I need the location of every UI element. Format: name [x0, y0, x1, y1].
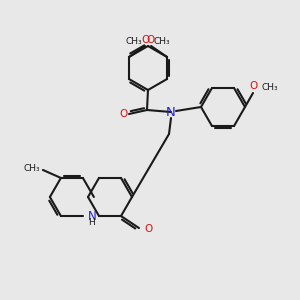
Text: N: N: [88, 210, 97, 223]
Text: O: O: [142, 35, 150, 45]
Text: N: N: [166, 106, 176, 118]
Text: O: O: [249, 81, 257, 91]
Text: O: O: [146, 35, 154, 45]
Text: O: O: [144, 224, 152, 234]
Text: CH₃: CH₃: [125, 37, 142, 46]
Text: H: H: [88, 218, 95, 226]
Text: CH₃: CH₃: [23, 164, 40, 173]
Text: CH₃: CH₃: [261, 82, 278, 91]
Text: CH₃: CH₃: [154, 37, 171, 46]
Text: O: O: [119, 109, 127, 119]
